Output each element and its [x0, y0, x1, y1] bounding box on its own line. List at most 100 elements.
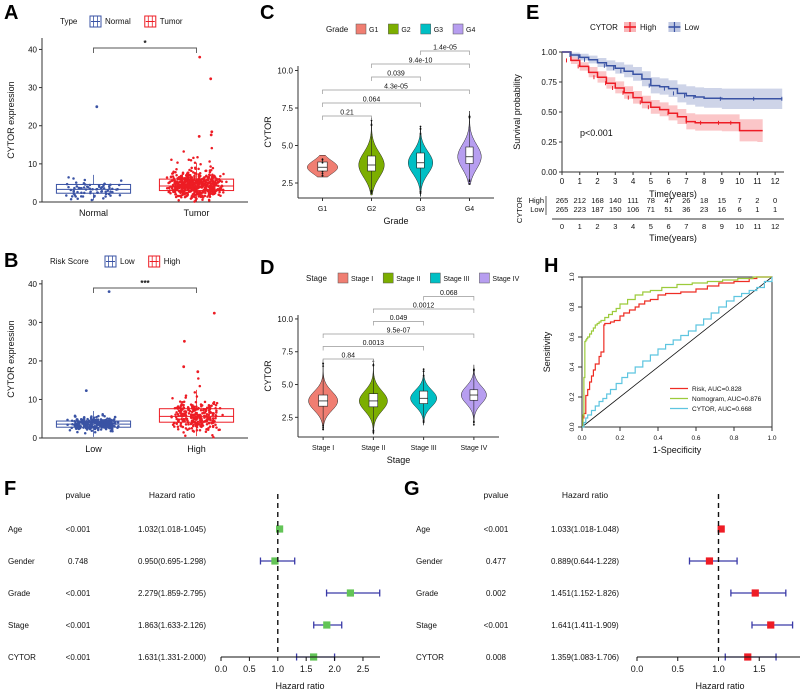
risk-table-cell: 106	[627, 205, 640, 214]
data-point	[183, 181, 187, 184]
legend-item-high: High	[148, 255, 180, 268]
outlier-point	[468, 183, 471, 185]
data-point	[210, 146, 214, 150]
data-point	[185, 194, 189, 197]
data-point	[211, 181, 215, 185]
data-point	[212, 174, 216, 177]
forest-header-pvalue: pvalue	[483, 490, 508, 500]
data-point	[211, 417, 215, 420]
forest-row-variable: Stage	[416, 621, 437, 630]
legend-title: Stage	[306, 274, 327, 283]
data-point	[192, 430, 196, 433]
legend-label: Stage I	[351, 276, 373, 283]
data-point	[210, 174, 214, 178]
y-tick-label: 10.0	[277, 315, 293, 324]
legend: Stage Stage I Stage II Stage III Stage IV	[306, 272, 520, 284]
forest-row-pvalue: <0.001	[66, 525, 91, 534]
forest-row-variable: Grade	[8, 589, 31, 598]
data-point-outlier	[197, 135, 201, 138]
roc-curve-cytor	[582, 277, 773, 428]
data-point	[167, 190, 170, 194]
data-point	[103, 414, 106, 418]
y-tick-label: 0	[33, 434, 38, 443]
risk-table-tick-label: 2	[595, 222, 599, 231]
bracket-line	[93, 47, 197, 53]
data-point	[175, 168, 178, 171]
x-tick-label: Stage I	[312, 445, 334, 452]
data-point	[187, 183, 190, 186]
data-point	[212, 436, 215, 439]
legend-swatch	[355, 23, 367, 35]
data-point	[187, 158, 191, 161]
legend-item: Stage III	[430, 272, 469, 284]
data-point	[199, 163, 202, 166]
data-point	[76, 430, 79, 434]
data-point-outlier	[196, 370, 200, 374]
y-tick-label: 10	[28, 395, 37, 404]
risk-table-tick-label: 7	[684, 222, 688, 231]
data-point	[184, 423, 188, 426]
y-tick-label: 0.50	[541, 108, 557, 117]
data-point	[193, 161, 197, 164]
boxplot-tumor	[158, 162, 235, 202]
panel-d-plot: Stage Stage I Stage II Stage III Stage IV 2.5…	[263, 272, 520, 465]
y-tick-label: 5.0	[282, 381, 294, 390]
forest-x-tick-label: 0.0	[215, 664, 228, 674]
forest-point-estimate	[323, 621, 331, 629]
forest-row-variable: Gender	[416, 557, 443, 566]
legend-title: Grade	[326, 25, 349, 34]
data-point	[215, 401, 219, 405]
data-point	[196, 187, 200, 190]
data-point	[212, 400, 216, 404]
panel-a-label: A	[4, 2, 19, 24]
outlier-point	[422, 374, 425, 377]
data-point	[79, 417, 83, 421]
x-tick-label: G1	[318, 206, 327, 213]
data-point	[205, 427, 208, 431]
panel-f: F pvalue Hazard ratio Age <0.001 1.032(1.018…	[0, 476, 400, 695]
forest-x-tick-label: 0.5	[243, 664, 256, 674]
y-tick-label: 0.00	[541, 168, 557, 177]
outlier-point	[472, 368, 475, 371]
data-point	[217, 180, 221, 184]
data-point	[219, 186, 223, 190]
y-tick-label: 30	[28, 84, 37, 93]
data-point	[74, 195, 77, 198]
forest-point-estimate	[767, 621, 775, 629]
data-point	[93, 430, 97, 434]
panel-d: D Stage Stage I Stage II Stage III Stage IV 2…	[258, 255, 520, 473]
data-point	[67, 185, 70, 189]
risk-table: CYTOR High 265 212 168 140 111 78 47 26 18 15 7 2 0Low…	[515, 196, 784, 243]
bracket-line	[423, 296, 475, 301]
data-point	[82, 416, 86, 419]
panel-f-label: F	[4, 478, 17, 500]
data-point	[203, 400, 207, 404]
legend-swatch	[479, 272, 490, 284]
data-point	[180, 417, 183, 421]
data-point	[190, 427, 194, 430]
data-point	[173, 425, 176, 428]
bracket-pvalue: 0.064	[363, 97, 381, 104]
box	[416, 152, 425, 169]
forest-x-tick-label: 1.0	[712, 664, 725, 674]
data-point	[214, 416, 217, 420]
bracket-pvalue: 0.039	[387, 71, 405, 78]
x-tick-label: 4	[631, 177, 636, 186]
forest-x-tick-label: 2.0	[328, 664, 341, 674]
risk-table-cell: 51	[664, 205, 672, 214]
data-point	[193, 413, 197, 416]
data-point	[191, 419, 195, 422]
data-point	[175, 173, 178, 177]
forest-row: Grade 0.002 1.451(1.152-1.826)	[416, 589, 787, 598]
x-tick-label: High	[187, 444, 206, 454]
data-point-outlier	[182, 365, 186, 369]
y-tick-label: 20	[28, 357, 37, 366]
data-point	[197, 422, 200, 426]
series-tumor	[165, 55, 228, 203]
data-point	[207, 199, 211, 202]
x-tick-label: G3	[416, 206, 425, 213]
bracket-line	[322, 333, 475, 338]
data-point	[190, 413, 194, 416]
data-point	[203, 186, 206, 190]
